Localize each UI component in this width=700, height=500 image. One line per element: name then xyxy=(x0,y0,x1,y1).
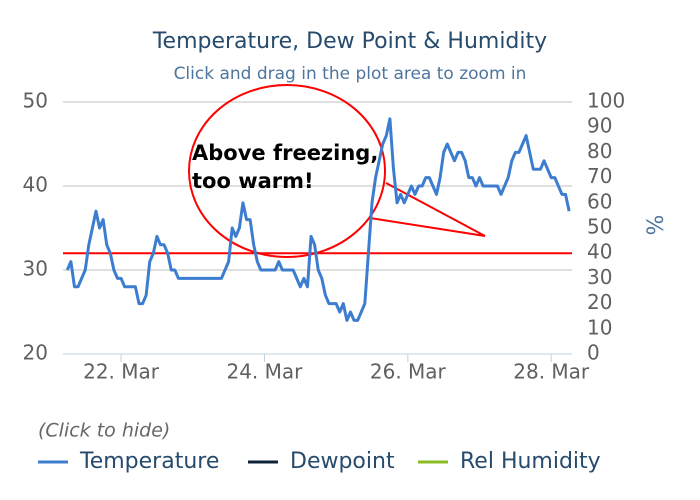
y-tick-label: 20 xyxy=(23,341,48,365)
y-tick-label: 40 xyxy=(23,173,48,197)
annotation-callout xyxy=(369,182,486,237)
legend-label[interactable]: Temperature xyxy=(79,449,219,474)
y2-tick-label: 30 xyxy=(587,265,612,289)
y2-tick-label: 80 xyxy=(587,139,612,163)
y2-tick-label: 100 xyxy=(587,89,625,113)
x-tick-label: 24. Mar xyxy=(226,360,303,384)
y2-tick-label: 70 xyxy=(587,164,612,188)
x-tick-label: 26. Mar xyxy=(370,360,447,384)
x-tick-label: 28. Mar xyxy=(513,360,590,384)
legend-label[interactable]: Rel Humidity xyxy=(460,449,601,474)
y-tick-label: 50 xyxy=(23,89,48,113)
annotation-circle xyxy=(188,84,386,258)
y-tick-label: 30 xyxy=(23,257,48,281)
y2-axis-label: % xyxy=(644,215,669,236)
legend-label[interactable]: Dewpoint xyxy=(290,449,395,474)
y2-tick-label: 40 xyxy=(587,240,612,264)
chart-subtitle: Click and drag in the plot area to zoom … xyxy=(174,64,527,84)
annotation-text: Above freezing, xyxy=(192,141,378,165)
y2-tick-label: 10 xyxy=(587,315,612,339)
y2-tick-label: 20 xyxy=(587,290,612,314)
y2-tick-label: 90 xyxy=(587,114,612,138)
legend-title: (Click to hide) xyxy=(38,420,170,442)
y2-tick-label: 0 xyxy=(587,341,600,365)
y2-tick-label: 60 xyxy=(587,189,612,213)
y2-tick-label: 50 xyxy=(587,215,612,239)
annotation-text: too warm! xyxy=(192,169,314,193)
series-line xyxy=(65,117,571,322)
chart-title: Temperature, Dew Point & Humidity xyxy=(152,29,547,54)
x-tick-label: 22. Mar xyxy=(83,360,160,384)
